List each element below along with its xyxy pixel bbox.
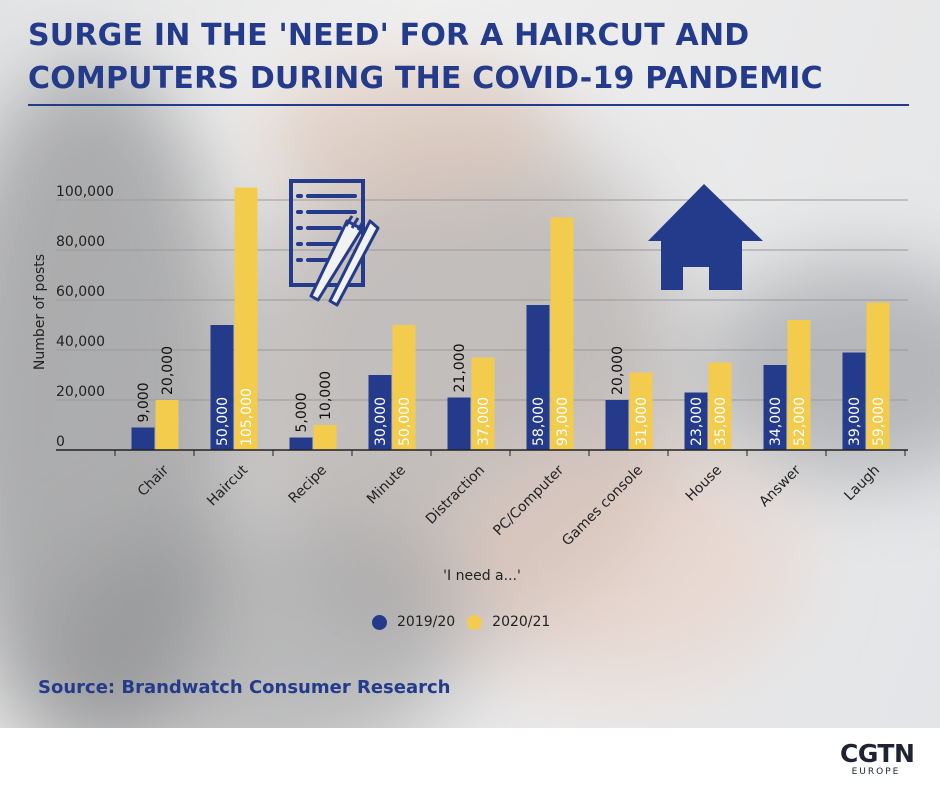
data-label: 9,000: [136, 382, 152, 422]
photo-shape: [700, 260, 940, 480]
y-tick-label: 80,000: [56, 234, 105, 250]
y-axis-title: Number of posts: [32, 254, 48, 370]
bar-2019: [842, 352, 866, 450]
x-tick-label: Answer: [756, 462, 804, 510]
cgtn-logo: CGTN EUROPE: [840, 739, 915, 778]
bar-2019: [368, 375, 392, 450]
data-label: 5,000: [294, 392, 310, 432]
data-label: 37,000: [476, 397, 492, 446]
data-label: 21,000: [452, 344, 468, 393]
photo-veil: [0, 0, 940, 728]
data-label: 105,000: [239, 388, 255, 446]
bar-2019: [131, 427, 155, 450]
footer: [0, 728, 940, 788]
legend-label: 2020/21: [492, 614, 551, 630]
data-label: 30,000: [373, 397, 389, 446]
data-label: 20,000: [160, 346, 176, 395]
x-tick-label: PC/Computer: [490, 462, 567, 539]
bar-2019: [763, 365, 787, 450]
data-label: 58,000: [531, 397, 547, 446]
legend: 2019/20 2020/21: [372, 614, 562, 630]
data-label: 34,000: [768, 397, 784, 446]
x-tick-label: Laugh: [841, 462, 883, 504]
photo-shape: [40, 520, 460, 728]
legend-label: 2019/20: [397, 614, 456, 630]
logo-main: CGTN: [840, 739, 915, 768]
bar-2019: [210, 325, 234, 450]
data-label: 52,000: [792, 397, 808, 446]
x-axis-title: 'I need a...': [443, 568, 521, 584]
y-tick-label: 0: [56, 434, 65, 450]
bar-2020: [629, 372, 653, 450]
photo-shape: [260, 60, 560, 210]
data-label: 50,000: [215, 397, 231, 446]
background-photo: [0, 0, 940, 728]
data-label: 39,000: [847, 397, 863, 446]
legend-swatch: [467, 614, 483, 630]
bar-2020: [866, 302, 890, 450]
bars: 9,000 20,000 50,000 105,000 5,000 10,000 30,00…: [131, 187, 890, 450]
bar-2020: [471, 357, 495, 450]
title-divider: [28, 104, 909, 106]
y-tick-label: 20,000: [56, 384, 105, 400]
bar-2019: [605, 400, 629, 450]
data-label: 50,000: [397, 397, 413, 446]
x-tick-label: Games console: [559, 462, 646, 549]
y-tick-label: 60,000: [56, 284, 105, 300]
y-tick-label: 100,000: [56, 184, 114, 200]
photo-shape: [440, 430, 800, 690]
bar-2020: [550, 217, 574, 450]
bar-2019: [526, 305, 550, 450]
chart-title: SURGE IN THE 'NEED' FOR A HAIRCUT AND CO…: [28, 18, 823, 96]
x-tick-label: Minute: [364, 462, 409, 507]
menu-fork-knife-icon: [289, 179, 380, 307]
x-tick-label: Chair: [135, 462, 173, 500]
x-tick-label: House: [683, 462, 725, 504]
data-label: 10,000: [318, 371, 334, 420]
bar-2019: [684, 392, 708, 450]
y-tick-label: 40,000: [56, 334, 105, 350]
data-label: 23,000: [689, 397, 705, 446]
house-icon: [648, 184, 763, 290]
data-label: 93,000: [555, 397, 571, 446]
bar-2020: [155, 400, 179, 450]
x-tick-label: Recipe: [286, 462, 330, 506]
data-label: 31,000: [634, 397, 650, 446]
data-label: 35,000: [713, 397, 729, 446]
bar-2020: [234, 187, 258, 450]
data-label: 59,000: [871, 397, 887, 446]
bar-2020: [392, 325, 416, 450]
bar-2020: [708, 362, 732, 450]
x-tick-label: Haircut: [204, 462, 251, 509]
source-note: Source: Brandwatch Consumer Research: [38, 677, 451, 698]
x-tick-label: Distraction: [423, 462, 488, 527]
legend-item-2019: 2019/20: [372, 614, 455, 630]
bar-chart: 9,000 20,000 50,000 105,000 5,000 10,000 30,00…: [32, 179, 908, 584]
bar-2020: [787, 320, 811, 450]
logo-sub: EUROPE: [851, 767, 901, 777]
bar-2019: [289, 437, 313, 450]
bar-2019: [447, 397, 471, 450]
legend-item-2020: 2020/21: [467, 614, 550, 630]
legend-swatch: [372, 614, 387, 630]
data-label: 20,000: [610, 346, 626, 395]
bar-2020: [313, 425, 337, 450]
